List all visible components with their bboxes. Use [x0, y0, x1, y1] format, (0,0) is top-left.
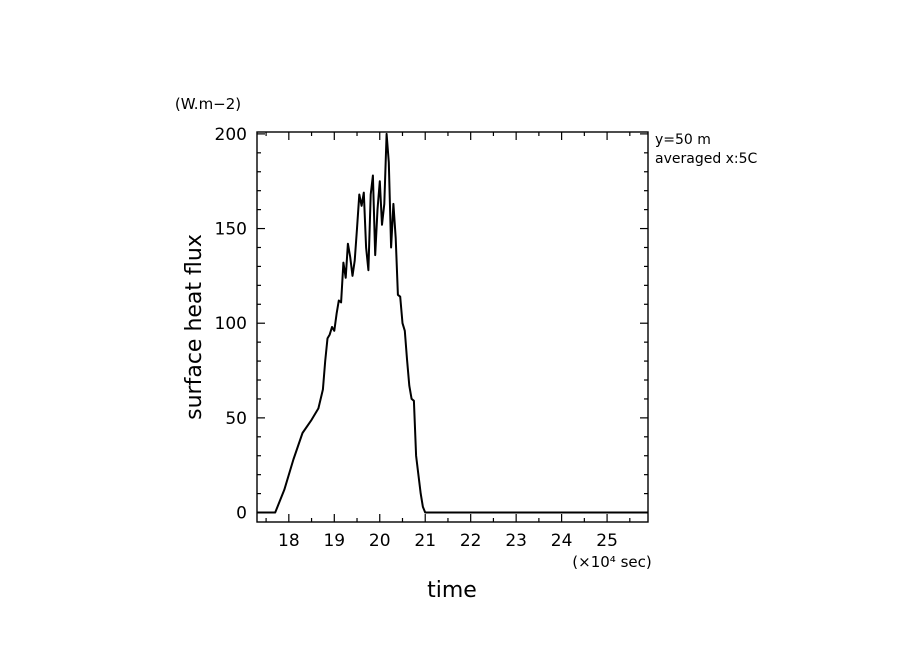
y-unit-label: (W.m−2)	[175, 95, 241, 113]
y-tick-label: 0	[236, 504, 247, 524]
y-tick-label: 50	[225, 409, 247, 429]
x-tick-label: 20	[369, 531, 391, 551]
x-unit-label: (×10⁴ sec)	[572, 553, 651, 571]
x-tick-label: 23	[505, 531, 527, 551]
x-tick-label: 18	[278, 531, 300, 551]
series-line	[257, 132, 648, 514]
plot-frame	[256, 131, 649, 523]
x-axis-ticks: 18 19 20 21 22 23 24 25	[265, 132, 631, 551]
series-group	[257, 132, 648, 514]
y-tick-label: 200	[215, 125, 247, 145]
y-axis-title: surface heat flux	[182, 234, 207, 420]
x-tick-label: 25	[596, 531, 618, 551]
annotation-location: y=50 m	[655, 132, 711, 148]
plot-frame-group	[256, 131, 649, 523]
y-axis-ticks: 0 50 100 150 200	[215, 125, 648, 524]
x-tick-label: 19	[323, 531, 345, 551]
x-tick-label: 22	[460, 531, 482, 551]
x-axis-title: time	[427, 578, 477, 603]
x-tick-label: 24	[551, 531, 573, 551]
y-tick-label: 100	[215, 314, 247, 334]
x-tick-label: 21	[414, 531, 436, 551]
y-tick-label: 150	[215, 220, 247, 240]
annotation-averaging: averaged x:5C	[655, 151, 758, 167]
